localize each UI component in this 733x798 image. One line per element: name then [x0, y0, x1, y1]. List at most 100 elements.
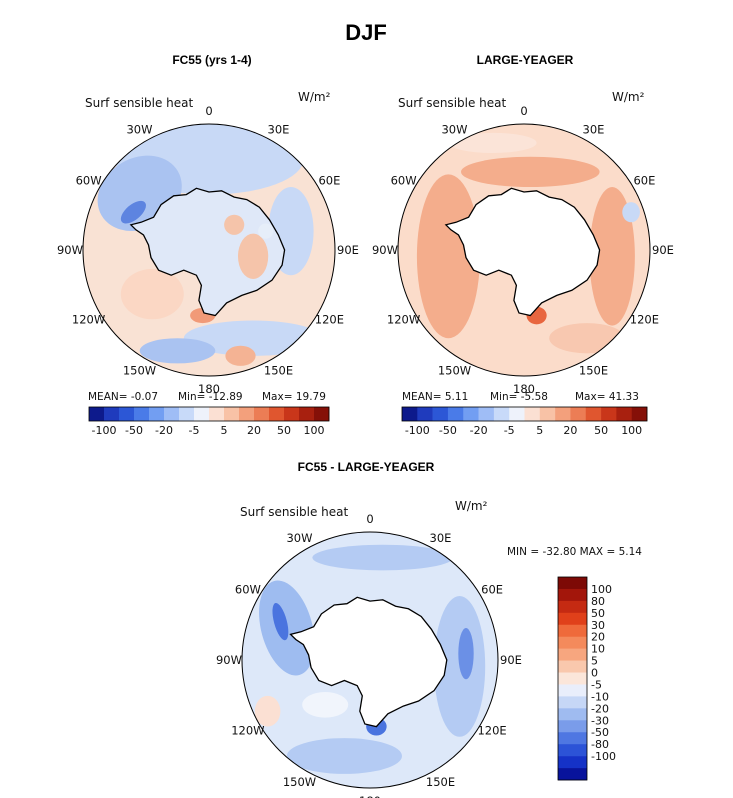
min-stat: Min= -5.58	[490, 391, 548, 403]
longitude-label: 30E	[268, 123, 290, 137]
antarctica-coastline	[444, 187, 601, 317]
longitude-label: 0	[366, 512, 373, 526]
colorbar-swatch	[558, 732, 587, 745]
colorbar-swatch	[558, 612, 587, 626]
colorbar-swatch	[149, 407, 165, 421]
longitude-label: 90E	[500, 653, 522, 667]
polar-map: 0 30E 60E 90E 120E 150E 180 150W 120W 90W 60W 30W	[57, 104, 359, 396]
colorbar-frame	[88, 406, 330, 422]
longitude-label: 150W	[438, 363, 471, 377]
longitude-label: 60W	[391, 174, 417, 188]
colorbar-tick-label: 50	[594, 424, 608, 437]
colorbar-swatch	[239, 407, 255, 421]
map-anomaly-patch	[302, 692, 349, 718]
colorbar-swatch	[558, 708, 587, 721]
colorbar-swatch	[179, 407, 195, 421]
map-anomaly-patch	[448, 132, 537, 153]
colorbar-swatch	[417, 407, 433, 421]
longitude-label: 30W	[286, 531, 312, 545]
colorbar-swatch	[524, 407, 541, 421]
mean-stat: MEAN= -0.07	[88, 391, 158, 403]
colorbar-frame	[557, 576, 588, 781]
colorbar-swatch	[558, 588, 587, 602]
colorbar-tick-label: 100	[621, 424, 642, 437]
longitude-label: 60E	[318, 174, 340, 188]
colorbar: -100 -50 -20 -5 5 20 50 100	[88, 406, 330, 437]
colorbar-swatch	[134, 407, 150, 421]
panel-title: FC55 (yrs 1-4)	[172, 53, 251, 67]
colorbar-tick-label: -50	[125, 424, 143, 437]
longitude-label: 0	[520, 104, 527, 118]
colorbar-swatch	[570, 407, 587, 421]
colorbar-tick-label: 5	[591, 655, 598, 668]
colorbar-swatch	[224, 407, 240, 421]
colorbar-swatch	[558, 672, 587, 685]
longitude-label: 60E	[633, 174, 655, 188]
colorbar-tick-label: -50	[591, 726, 609, 739]
longitude-label: 30W	[126, 123, 152, 137]
colorbar-swatch	[447, 407, 464, 421]
longitude-label: 120W	[387, 313, 420, 327]
longitude-label: 150E	[579, 363, 608, 377]
colorbar-tick-label: 10	[591, 643, 605, 656]
map-anomaly-patch	[272, 602, 289, 641]
map-boundary	[241, 531, 499, 789]
longitude-label: 150E	[426, 775, 455, 789]
colorbar-tick-label: -10	[591, 690, 609, 703]
colorbar-tick-label: 100	[304, 424, 325, 437]
colorbar-tick-label: -5	[504, 424, 515, 437]
colorbar-swatch	[558, 577, 587, 590]
longitude-label: 150E	[264, 363, 293, 377]
map-anomaly-patch	[458, 628, 474, 680]
colorbar-swatch	[631, 407, 648, 421]
colorbar-tick-label: -5	[591, 679, 602, 692]
colorbar-tick-label: 5	[536, 424, 543, 437]
units-label: W/m²	[298, 90, 331, 104]
colorbar-swatch	[164, 407, 180, 421]
map-anomaly-patch	[225, 345, 256, 366]
colorbar-swatch	[539, 407, 556, 421]
antarctica-coastline	[289, 596, 448, 728]
colorbar-swatch	[558, 744, 587, 757]
variable-label: Surf sensible heat	[85, 96, 194, 110]
longitude-label: 120E	[630, 313, 659, 327]
colorbar-swatch	[284, 407, 300, 421]
colorbar-tick-label: -100	[92, 424, 117, 437]
colorbar-tick-label: -5	[189, 424, 200, 437]
colorbar-swatch	[119, 407, 135, 421]
longitude-label: 30E	[430, 531, 452, 545]
map-anomaly-patch	[286, 738, 402, 774]
colorbar-tick-label: 20	[563, 424, 577, 437]
colorbar-swatch	[463, 407, 479, 421]
colorbar-tick-label: 30	[591, 619, 605, 632]
land-anomaly-patch	[237, 233, 269, 279]
longitude-label: 30W	[441, 123, 467, 137]
colorbar-tick-label: 50	[277, 424, 291, 437]
colorbar-swatch	[558, 756, 587, 769]
longitude-label: 120E	[315, 313, 344, 327]
colorbar-frame	[401, 406, 648, 422]
panel-difference: FC55 - LARGE-YEAGER Surf sensible heat W…	[216, 460, 642, 798]
longitude-label: 30E	[583, 123, 605, 137]
colorbar-swatch	[585, 407, 602, 421]
colorbar-swatch	[493, 407, 510, 421]
colorbar-tick-label: -50	[439, 424, 457, 437]
antarctica-coastline	[129, 187, 286, 317]
panel-title: LARGE-YEAGER	[477, 53, 574, 67]
colorbar-swatch	[432, 407, 449, 421]
mean-stat: MEAN= 5.11	[402, 391, 468, 403]
map-anomaly-patch	[254, 695, 281, 727]
map-boundary	[82, 123, 336, 377]
colorbar-swatch	[558, 636, 587, 649]
colorbar-tick-label: -20	[155, 424, 173, 437]
units-label: W/m²	[612, 90, 645, 104]
land-anomaly-patch	[258, 223, 274, 239]
polar-map: 0 30E 60E 90E 120E 150E 180 150W 120W 90W 60W 30W	[372, 104, 674, 396]
longitude-label: 120W	[72, 313, 105, 327]
max-stat: Max= 19.79	[262, 391, 326, 403]
map-anomaly-patch	[589, 186, 635, 326]
panel-title: FC55 - LARGE-YEAGER	[298, 460, 435, 474]
longitude-label: 180	[198, 382, 220, 396]
colorbar-tick-label: -20	[591, 702, 609, 715]
